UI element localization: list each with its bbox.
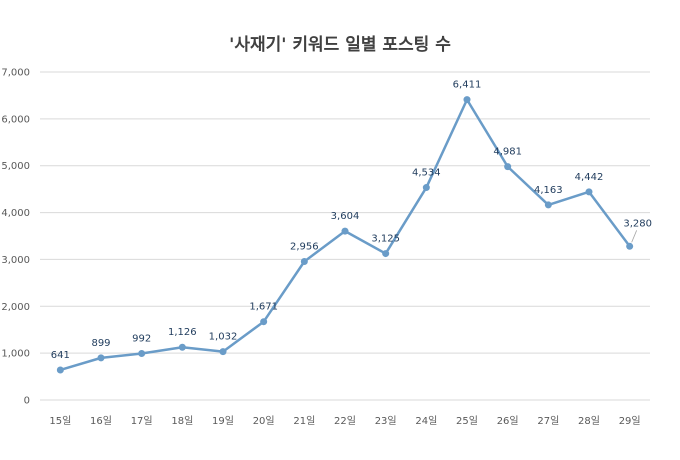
series-group bbox=[56, 96, 634, 374]
data-point bbox=[463, 96, 471, 104]
data-label: 641 bbox=[51, 350, 70, 361]
data-label: 899 bbox=[91, 338, 110, 349]
data-point bbox=[138, 350, 146, 358]
x-tick-label: 21일 bbox=[293, 415, 315, 427]
data-label: 3,125 bbox=[371, 234, 400, 245]
data-point bbox=[585, 188, 593, 196]
data-point bbox=[178, 343, 186, 351]
y-tick-label: 4,000 bbox=[1, 208, 30, 219]
data-label: 3,604 bbox=[331, 211, 360, 222]
y-tick-label: 6,000 bbox=[1, 114, 30, 125]
y-tick-label: 7,000 bbox=[1, 68, 30, 79]
x-tick-label: 15일 bbox=[49, 415, 71, 427]
data-label: 1,032 bbox=[209, 332, 238, 343]
y-axis-ticks: 0 1,000 2,000 3,000 4,000 5,000 6,000 7,000 bbox=[1, 68, 30, 407]
data-point bbox=[97, 354, 105, 362]
data-label: 992 bbox=[132, 334, 151, 345]
x-tick-label: 29일 bbox=[619, 415, 641, 427]
y-tick-label: 2,000 bbox=[1, 302, 30, 313]
data-label: 2,956 bbox=[290, 241, 319, 252]
y-tick-label: 0 bbox=[24, 396, 30, 407]
data-point bbox=[341, 227, 349, 235]
data-labels: 641 899 992 1,126 1,032 1,671 2,956 3,604 3,125 4… bbox=[51, 80, 652, 361]
data-point bbox=[300, 257, 308, 265]
data-label: 4,534 bbox=[412, 168, 441, 179]
x-tick-label: 26일 bbox=[497, 415, 519, 427]
data-point bbox=[382, 250, 390, 258]
chart-title: '사재기' 키워드 일별 포스팅 수 bbox=[229, 35, 451, 55]
x-tick-label: 22일 bbox=[334, 415, 356, 427]
data-label: 4,163 bbox=[534, 185, 563, 196]
data-point bbox=[219, 348, 227, 356]
x-tick-label: 25일 bbox=[456, 415, 478, 427]
label-leader-line bbox=[631, 230, 638, 243]
data-label: 3,280 bbox=[623, 218, 652, 229]
data-point bbox=[504, 163, 512, 171]
y-tick-label: 3,000 bbox=[1, 255, 30, 266]
data-label: 1,671 bbox=[249, 302, 278, 313]
data-label: 4,442 bbox=[575, 172, 604, 183]
grid-lines bbox=[40, 71, 650, 401]
y-tick-label: 5,000 bbox=[1, 161, 30, 172]
y-tick-label: 1,000 bbox=[1, 349, 30, 360]
data-label: 6,411 bbox=[453, 80, 482, 91]
data-point bbox=[626, 242, 634, 250]
data-point bbox=[544, 201, 552, 209]
data-point bbox=[422, 184, 430, 192]
x-axis-ticks: 15일 16일 17일 18일 19일 20일 21일 22일 23일 24일 25일 26일 27일 2… bbox=[49, 415, 640, 427]
x-tick-label: 17일 bbox=[131, 415, 153, 427]
data-label: 1,126 bbox=[168, 327, 197, 338]
series-line bbox=[59, 98, 631, 372]
x-tick-label: 28일 bbox=[578, 415, 600, 427]
data-point bbox=[260, 318, 268, 326]
x-tick-label: 24일 bbox=[415, 415, 437, 427]
x-tick-label: 27일 bbox=[537, 415, 559, 427]
x-tick-label: 20일 bbox=[253, 415, 275, 427]
x-tick-label: 19일 bbox=[212, 415, 234, 427]
x-tick-label: 23일 bbox=[375, 415, 397, 427]
x-tick-label: 16일 bbox=[90, 415, 112, 427]
data-point bbox=[56, 366, 64, 374]
data-label: 4,981 bbox=[493, 147, 522, 158]
x-tick-label: 18일 bbox=[171, 415, 193, 427]
